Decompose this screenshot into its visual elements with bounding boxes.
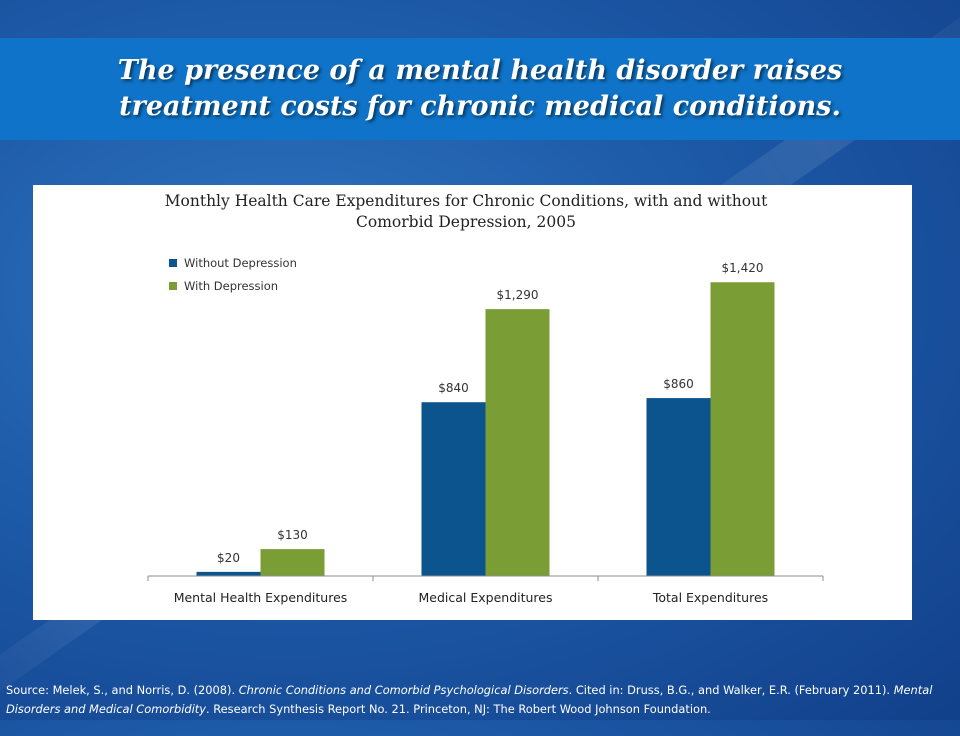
source-citation: Source: Melek, S., and Norris, D. (2008)… — [6, 681, 956, 719]
source-book-title: Chronic Conditions and Comorbid Psycholo… — [238, 683, 569, 697]
data-label: $840 — [438, 381, 469, 395]
data-label: $20 — [217, 551, 240, 565]
chart-title-line2: Comorbid Depression, 2005 — [356, 213, 576, 231]
data-label: $1,420 — [722, 261, 764, 275]
source-text: Source: Melek, S., and Norris, D. (2008)… — [6, 683, 239, 697]
x-tick-label: Medical Expenditures — [418, 590, 552, 605]
source-text: . Cited in: Druss, B.G., and Walker, E.R… — [568, 683, 894, 697]
data-label: $860 — [663, 377, 694, 391]
bar-without-depression — [646, 398, 711, 576]
bar-with-depression — [710, 282, 775, 576]
chart-panel: Monthly Health Care Expenditures for Chr… — [33, 185, 912, 620]
x-tick-label: Mental Health Expenditures — [174, 590, 348, 605]
legend-swatch — [169, 259, 177, 267]
bar-without-depression — [196, 571, 261, 576]
chart-title-line1: Monthly Health Care Expenditures for Chr… — [165, 192, 768, 210]
title-bar: The presence of a mental health disorder… — [0, 38, 960, 140]
slide-title: The presence of a mental health disorder… — [117, 55, 843, 122]
bars-group: $20 $130 $840 $1,290 $860 $1,420 — [196, 261, 775, 576]
bar-chart: Monthly Health Care Expenditures for Chr… — [147, 192, 824, 605]
x-tick-label: Total Expenditures — [652, 590, 768, 605]
legend: Without Depression With Depression — [169, 256, 297, 293]
bar-with-depression — [260, 549, 325, 576]
legend-label: With Depression — [184, 279, 278, 293]
bar-without-depression — [421, 402, 486, 576]
legend-swatch — [169, 282, 177, 290]
x-axis: Mental Health Expenditures Medical Expend… — [147, 575, 824, 605]
source-text: . Research Synthesis Report No. 21. Prin… — [205, 702, 711, 716]
bar-with-depression — [485, 309, 550, 576]
legend-label: Without Depression — [184, 256, 297, 270]
data-label: $1,290 — [497, 288, 539, 302]
data-label: $130 — [277, 528, 308, 542]
source-report-title: Mental Disorders and Medical Comorbidity — [6, 683, 933, 716]
